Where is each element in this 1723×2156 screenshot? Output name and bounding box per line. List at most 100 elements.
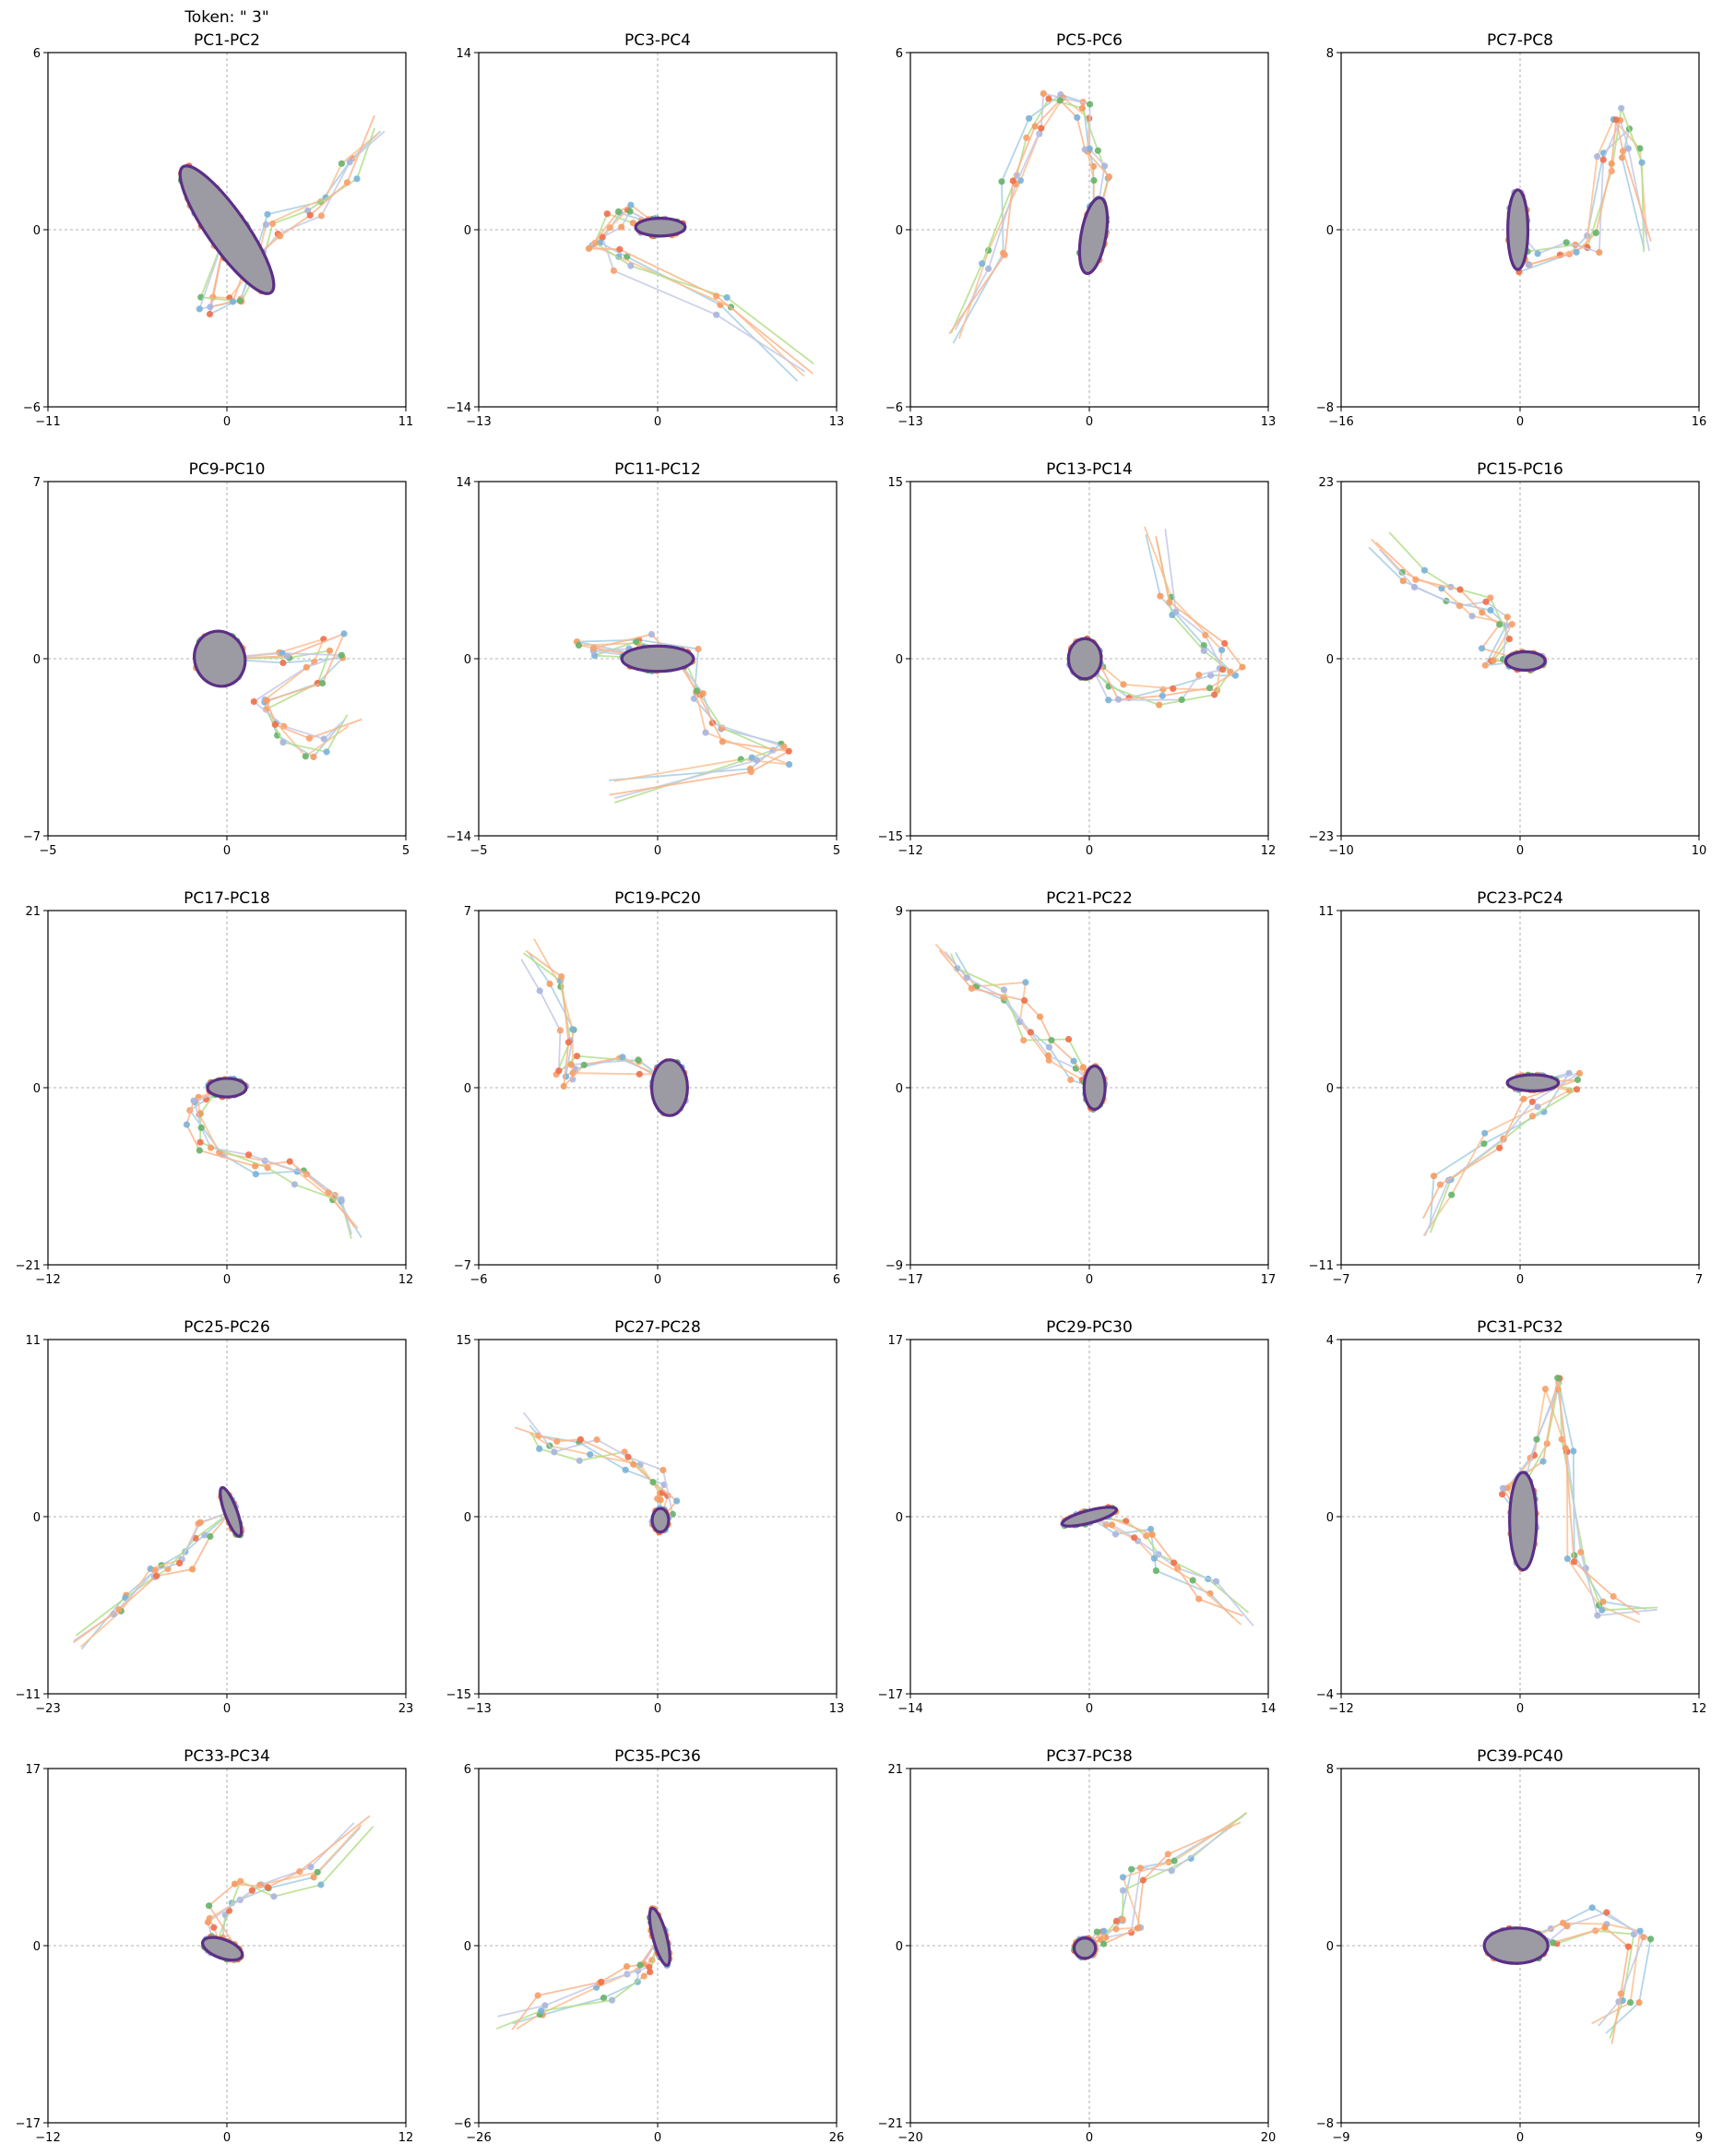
trajectory-point — [317, 212, 325, 220]
trajectory-point — [1120, 681, 1127, 688]
trajectory-point — [245, 1151, 253, 1159]
trajectory-point — [606, 224, 613, 232]
trajectory-point — [1505, 636, 1513, 643]
trajectory-point — [250, 697, 257, 706]
trajectory-point — [747, 768, 755, 776]
trajectory-point — [208, 1144, 215, 1151]
x-tick-label: 0 — [1516, 1273, 1524, 1287]
trajectory-point — [1172, 608, 1180, 615]
trajectory-point — [1448, 1191, 1456, 1198]
trajectory-point — [753, 756, 761, 764]
trajectory-point — [196, 1147, 203, 1154]
y-tick-label: 6 — [896, 47, 903, 61]
subplot-pc39-pc40: −9 0 9 −8 0 8 PC39-PC40 — [1316, 1747, 1703, 2145]
trajectory-line — [522, 1412, 674, 1521]
trajectory-point — [1603, 1909, 1610, 1916]
trajectory-point — [1574, 1086, 1581, 1093]
trajectory-point — [536, 987, 543, 995]
trajectory-point — [323, 748, 330, 756]
x-tick-label: 0 — [223, 1702, 231, 1716]
trajectory-point — [573, 1053, 581, 1060]
trajectory-point — [325, 1189, 332, 1197]
trajectory-point — [1189, 1577, 1196, 1584]
trajectory-point — [1200, 642, 1207, 649]
subplot-title: PC29-PC30 — [1046, 1318, 1133, 1337]
trajectory-line — [1502, 1377, 1640, 1615]
trajectory-point — [1636, 145, 1644, 152]
trajectory-point — [1048, 1037, 1055, 1044]
trajectory-line — [1088, 1516, 1250, 1614]
subplot-title: PC7-PC8 — [1487, 31, 1553, 50]
trajectory-point — [1009, 177, 1016, 185]
trajectory-line — [520, 959, 679, 1089]
x-tick-label: −26 — [466, 2131, 491, 2145]
trajectory-point — [968, 984, 975, 992]
trajectory-point — [1170, 1559, 1178, 1566]
subplot-pc35-pc36: −26 0 26 −6 0 6 PC35-PC36 — [454, 1747, 844, 2145]
trajectory-point — [264, 210, 271, 218]
y-tick-label: 0 — [464, 653, 471, 667]
cluster-core — [1066, 637, 1103, 681]
trajectory-line — [1429, 1071, 1572, 1229]
trajectory-point — [1570, 1558, 1578, 1566]
trajectory-point — [1601, 1924, 1609, 1931]
y-tick-label: −6 — [454, 2117, 471, 2131]
trajectory-line — [80, 1511, 232, 1650]
trajectory-point — [627, 201, 635, 208]
subplot-pc3-pc4: −13 0 13 −14 0 14 PC3-PC4 — [446, 31, 845, 429]
trajectory-point — [190, 1097, 197, 1104]
trajectory-point — [264, 1884, 271, 1891]
y-tick-label: 0 — [464, 224, 471, 238]
trajectory-point — [1239, 663, 1246, 671]
trajectory-point — [693, 687, 701, 695]
trajectory-point — [589, 645, 598, 652]
cluster-core — [193, 629, 247, 688]
trajectory-point — [1212, 1578, 1220, 1585]
trajectory-point — [319, 680, 327, 687]
trajectory-point — [1563, 239, 1570, 246]
subplot-title: PC31-PC32 — [1477, 1318, 1563, 1337]
trajectory-point — [1410, 583, 1419, 591]
trajectory-point — [206, 1902, 213, 1910]
cluster-core — [634, 217, 687, 238]
subplot-pc27-pc28: −13 0 13 −15 0 15 PC27-PC28 — [446, 1318, 845, 1716]
trajectory-point — [580, 1061, 588, 1068]
subplot-title: PC11-PC12 — [614, 460, 701, 479]
trajectory-point — [310, 753, 317, 761]
subplot-pc1-pc2: −11 0 11 −6 0 6 PC1-PC2 — [23, 31, 413, 429]
trajectory-point — [558, 973, 565, 981]
trajectory-point — [647, 1968, 654, 1976]
cluster-core — [1060, 1506, 1119, 1528]
trajectory-point — [627, 262, 635, 269]
x-tick-label: 14 — [1261, 1702, 1277, 1716]
y-tick-label: 0 — [1326, 1940, 1334, 1954]
trajectory-point — [1105, 173, 1113, 181]
trajectory-point — [1638, 159, 1646, 166]
trajectory-point — [1093, 1928, 1100, 1936]
trajectory-point — [151, 1566, 159, 1574]
trajectory-point — [343, 179, 351, 186]
trajectory-point — [1195, 1595, 1203, 1602]
y-tick-label: 0 — [896, 1082, 903, 1096]
y-tick-label: 8 — [1326, 47, 1334, 61]
trajectory-point — [1045, 95, 1052, 102]
y-tick-label: −21 — [16, 1259, 41, 1273]
trajectory-point — [618, 223, 625, 231]
trajectory-point — [1399, 578, 1407, 585]
y-tick-label: −8 — [1316, 401, 1334, 415]
trajectory-point — [153, 1572, 160, 1579]
subplot-title: PC1-PC2 — [194, 31, 260, 50]
trajectory-line — [1516, 119, 1652, 266]
trajectory-point — [1577, 1548, 1585, 1556]
x-tick-label: −6 — [469, 1273, 487, 1287]
trajectory-line — [1422, 1078, 1578, 1220]
trajectory-point — [1574, 1076, 1582, 1084]
trajectory-point — [536, 1445, 543, 1452]
trajectory-point — [1570, 1447, 1577, 1455]
y-tick-label: 0 — [33, 224, 41, 238]
trajectory-point — [1610, 1592, 1617, 1601]
trajectory-point — [648, 631, 656, 638]
trajectory-point — [1045, 1043, 1052, 1051]
trajectory-point — [1412, 576, 1420, 583]
